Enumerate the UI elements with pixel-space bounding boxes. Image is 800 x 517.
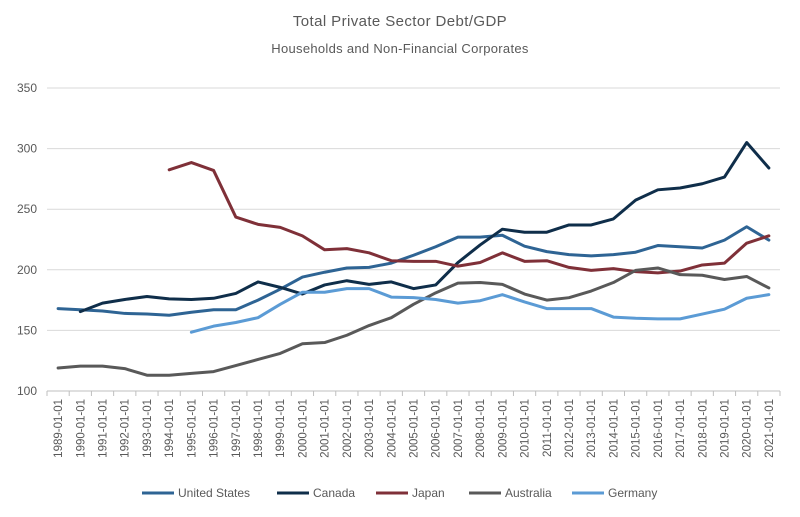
gridlines	[47, 87, 780, 392]
y-tick-label: 250	[17, 202, 37, 216]
x-tick-label: 1989-01-01	[53, 399, 65, 458]
x-tick-label: 1998-01-01	[253, 399, 265, 458]
legend-label-australia: Australia	[505, 486, 552, 500]
y-tick-label: 200	[17, 263, 37, 277]
legend-label-united-states: United States	[178, 486, 250, 500]
x-tick-label: 1995-01-01	[186, 399, 198, 458]
x-tick-label: 2012-01-01	[564, 399, 576, 458]
series-line-germany	[189, 287, 771, 334]
x-tick-label: 1996-01-01	[209, 399, 221, 458]
x-tick-label: 2016-01-01	[653, 399, 665, 458]
x-axis-ticks: 1989-01-01 1990-01-01 1991-01-01 1992-01-01…	[46, 391, 781, 458]
x-tick-label: 1991-01-01	[98, 399, 110, 458]
x-tick-label: 2001-01-01	[320, 399, 332, 458]
x-tick-label: 2015-01-01	[631, 399, 643, 458]
x-tick-label: 1994-01-01	[164, 399, 176, 458]
y-tick-label: 350	[17, 81, 37, 95]
x-tick-label: 1990-01-01	[75, 399, 87, 458]
series-line-canada	[78, 141, 771, 314]
x-tick-label: 2018-01-01	[697, 399, 709, 458]
x-tick-label: 2009-01-01	[497, 399, 509, 458]
chart-title: Total Private Sector Debt/GDP	[293, 13, 507, 30]
y-tick-label: 150	[17, 323, 37, 337]
x-tick-label: 2004-01-01	[386, 399, 398, 458]
x-tick-label: 2008-01-01	[475, 399, 487, 458]
y-tick-label: 100	[17, 384, 37, 398]
x-tick-label: 2019-01-01	[719, 399, 731, 458]
y-tick-label: 300	[17, 142, 37, 156]
series-line-united-states	[56, 225, 771, 317]
x-tick-label: 1997-01-01	[231, 399, 243, 458]
series-lines	[56, 141, 771, 377]
x-tick-label: 1992-01-01	[120, 399, 132, 458]
legend-label-japan: Japan	[412, 486, 445, 500]
x-tick-label: 2005-01-01	[409, 399, 421, 458]
x-tick-label: 2003-01-01	[364, 399, 376, 458]
x-tick-label: 1993-01-01	[142, 399, 154, 458]
legend-label-canada: Canada	[313, 486, 355, 500]
series-line-australia	[56, 266, 771, 377]
x-tick-label: 2014-01-01	[608, 399, 620, 458]
x-tick-label: 2002-01-01	[342, 399, 354, 458]
y-axis-ticks: 100 150 200 250 300 350	[17, 81, 37, 398]
x-tick-label: 2007-01-01	[453, 399, 465, 458]
x-tick-label: 2021-01-01	[764, 399, 776, 458]
legend-label-germany: Germany	[608, 486, 657, 500]
x-tick-label: 1999-01-01	[275, 399, 287, 458]
x-tick-label: 2011-01-01	[542, 399, 554, 457]
x-tick-label: 2006-01-01	[431, 399, 443, 458]
series-line-japan	[167, 161, 771, 275]
x-tick-label: 2000-01-01	[297, 399, 309, 458]
x-tick-label: 2020-01-01	[742, 399, 754, 458]
chart-subtitle: Households and Non-Financial Corporates	[271, 41, 529, 56]
x-tick-label: 2013-01-01	[586, 399, 598, 458]
x-tick-label: 2010-01-01	[520, 399, 532, 458]
x-tick-label: 2017-01-01	[675, 399, 687, 458]
legend: United States Canada Japan Australia Germany	[142, 486, 657, 500]
